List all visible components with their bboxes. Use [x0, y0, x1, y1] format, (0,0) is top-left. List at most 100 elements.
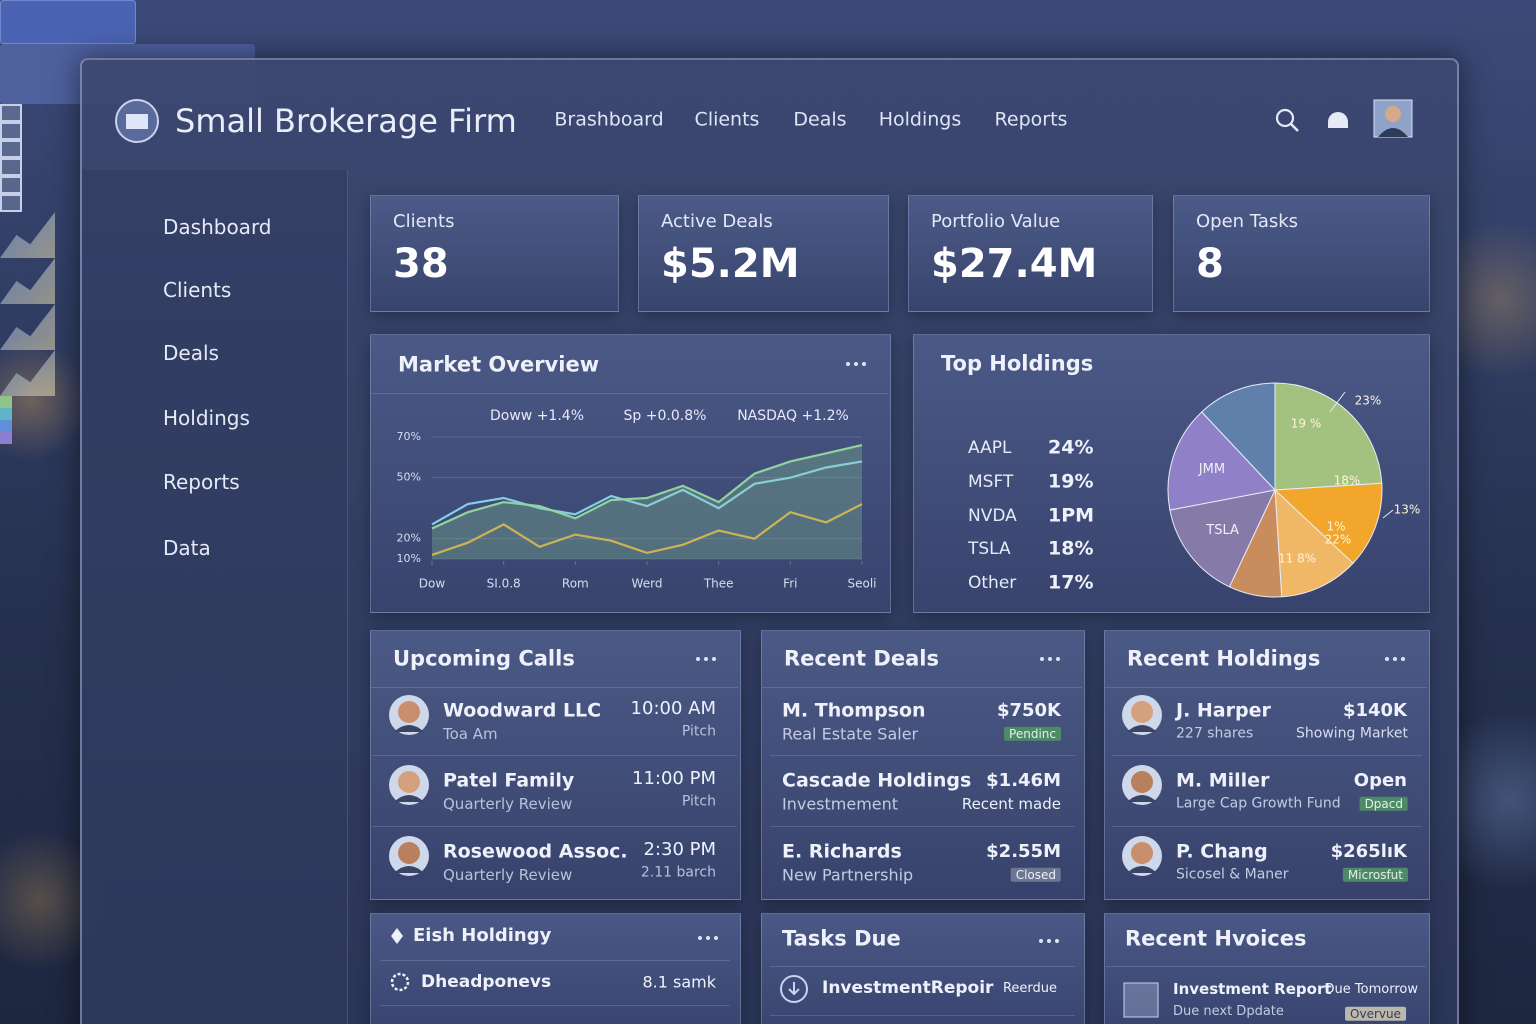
row-name: M. Miller: [1176, 769, 1270, 792]
avatar-face: [398, 842, 420, 864]
menu-dot: [706, 936, 710, 940]
sidebar-item[interactable]: Data: [163, 536, 211, 560]
sidebar-item[interactable]: Holdings: [163, 406, 250, 430]
pie-category-label: JMM: [1198, 462, 1225, 477]
kpi-label: Open Tasks: [1196, 211, 1299, 233]
search-icon: [1290, 123, 1299, 132]
nav-item[interactable]: Reports: [994, 108, 1068, 131]
menu-dot: [1401, 657, 1405, 661]
row-value: 8.1 samk: [642, 972, 716, 992]
sidebar-item[interactable]: Deals: [163, 341, 219, 365]
x-tick-label: Werd: [632, 577, 663, 591]
row-type: Pitch: [681, 723, 716, 740]
sidebar-item[interactable]: Reports: [163, 470, 240, 494]
kpi-card: [1173, 195, 1430, 312]
legend-swatch: [0, 432, 12, 444]
holding-value: 17%: [1048, 571, 1094, 594]
divider: [371, 687, 738, 688]
menu-dot: [1039, 939, 1043, 943]
sidebar-icon: [0, 122, 22, 140]
row-sub: Real Estate Saler: [782, 724, 919, 744]
bell-icon[interactable]: [1328, 112, 1348, 128]
pie-annotation: 19 %: [1291, 417, 1322, 431]
row-status: Dpacd: [1359, 796, 1408, 812]
avatar-face: [1131, 842, 1153, 864]
row-icon: [780, 975, 808, 1003]
holding-value: 24%: [1048, 436, 1094, 459]
menu-dot: [1055, 939, 1059, 943]
series-area: [432, 445, 862, 559]
sidebar: [82, 170, 348, 1024]
row-sub: Quarterly Review: [443, 866, 573, 884]
panel-title: Tasks Due: [782, 926, 901, 951]
menu-dot: [1047, 939, 1051, 943]
logo-mark: [126, 114, 148, 129]
nav-item[interactable]: Clients: [694, 108, 760, 131]
pie-slice: [1167, 411, 1276, 511]
legend-swatch: [0, 408, 12, 420]
row-status: Overvue: [1345, 1006, 1406, 1022]
row-amount: $2.55M: [986, 841, 1061, 863]
menu-dot: [714, 936, 718, 940]
panel-title: Market Overview: [398, 352, 600, 377]
pie-slice: [1169, 489, 1276, 588]
pie-annotation: 1%: [1326, 520, 1345, 534]
nav-item[interactable]: Brashboard: [554, 108, 664, 131]
row-sub: Investmement: [782, 794, 899, 814]
nav-item[interactable]: Holdings: [878, 108, 962, 131]
row-amount: $750K: [996, 700, 1061, 722]
row-type: Pitch: [681, 793, 716, 810]
row-status: Reerdue: [1002, 981, 1057, 997]
x-tick-label: Thee: [703, 577, 734, 591]
divider: [770, 1015, 1075, 1016]
sidebar-item[interactable]: Clients: [163, 278, 232, 302]
row-icon: [390, 972, 410, 992]
pie-slice: [1201, 382, 1276, 492]
y-tick-label: 20%: [397, 532, 421, 545]
row-sub: Sicosel & Maner: [1176, 866, 1289, 883]
menu-dot: [1393, 657, 1397, 661]
app-title: Small Brokerage Firm: [175, 101, 517, 140]
panel-icon: [391, 928, 403, 944]
sidebar-item[interactable]: Dashboard: [163, 215, 272, 239]
row-amount: $265lıK: [1330, 841, 1407, 863]
row-name: J. Harper: [1176, 699, 1271, 722]
nav-item[interactable]: Deals: [793, 108, 847, 131]
row-amount: $1.46M: [986, 770, 1061, 792]
row-type: 2.11 barch: [640, 864, 716, 881]
row-name: E. Richards: [782, 840, 902, 863]
divider: [1105, 687, 1427, 688]
sidebar-icon: [0, 140, 22, 158]
panel-title: Recent Deals: [784, 646, 939, 671]
divider: [371, 393, 888, 394]
avatar-body: [394, 795, 424, 802]
kpi-value: 8: [1196, 241, 1224, 287]
menu-dot: [696, 657, 700, 661]
legend-swatch: [0, 396, 12, 408]
kpi-label: Clients: [393, 211, 455, 233]
row-sub: Large Cap Growth Fund: [1176, 795, 1341, 812]
row-sub: 227 shares: [1176, 725, 1254, 742]
panel-title: Upcoming Calls: [393, 646, 575, 671]
avatar-face: [398, 771, 420, 793]
holding-name: MSFT: [968, 471, 1014, 492]
kpi-label: Portfolio Value: [931, 211, 1061, 233]
pie-annotation: 11 8%: [1278, 552, 1316, 566]
kpi-value: $27.4M: [931, 241, 1098, 287]
menu-dot: [1385, 657, 1389, 661]
avatar-body: [1127, 725, 1157, 732]
row-icon: [1123, 982, 1159, 1018]
y-tick-label: 70%: [397, 430, 421, 443]
holding-name: Other: [968, 572, 1017, 593]
divider: [372, 755, 737, 756]
row-time: 11:00 PM: [632, 768, 716, 790]
divider: [770, 966, 1075, 967]
row-name: Cascade Holdings: [782, 769, 972, 792]
y-tick-label: 10%: [397, 552, 421, 565]
kpi-label: Active Deals: [661, 211, 773, 233]
menu-dot: [1056, 657, 1060, 661]
menu-dot: [846, 362, 850, 366]
search-icon[interactable]: [1275, 108, 1295, 128]
legend-label: NASDAQ +1.2%: [737, 408, 849, 424]
row-name: Woodward LLC: [443, 699, 602, 722]
